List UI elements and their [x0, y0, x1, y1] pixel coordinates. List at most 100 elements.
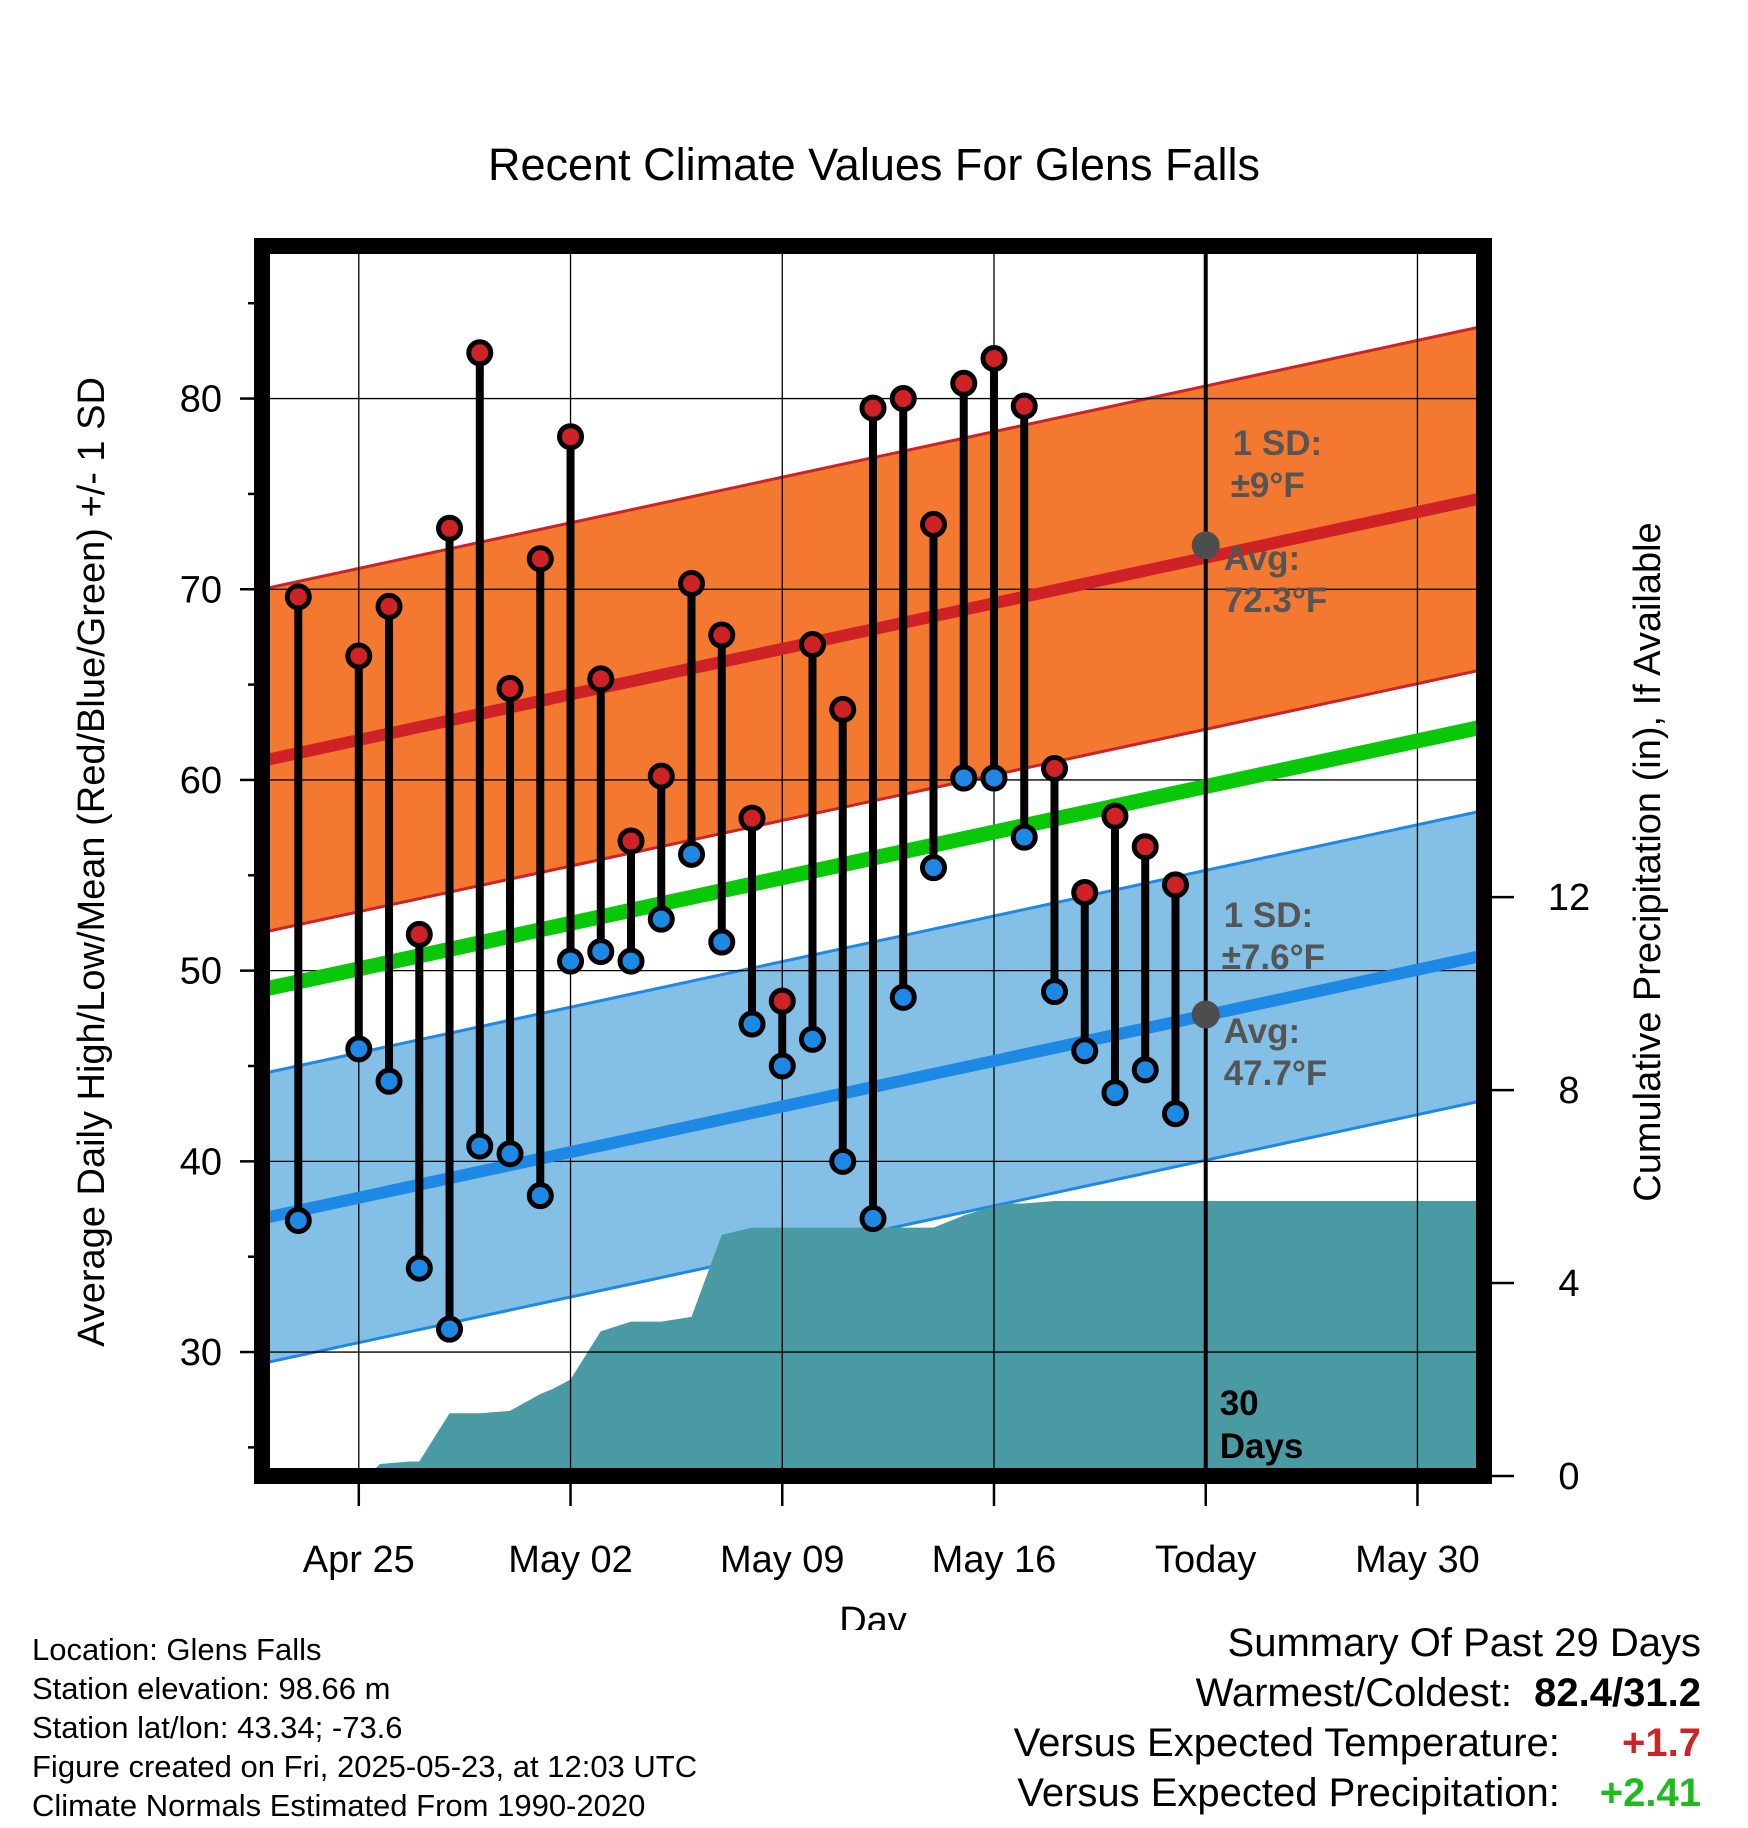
days-word-text: Days: [1220, 1427, 1304, 1466]
daily-high-marker: [708, 621, 736, 649]
daily-low-marker: [526, 1182, 554, 1210]
warmest-coldest-row: Warmest/Coldest: 82.4/31.2: [1014, 1668, 1701, 1718]
daily-high-marker: [466, 339, 494, 367]
daily-high-marker: [405, 920, 433, 948]
today-high-average-marker: [1191, 531, 1220, 560]
daily-low-marker: [919, 854, 947, 882]
y2-tick-label: 12: [1548, 877, 1590, 919]
station-info: Location: Glens Falls Station elevation:…: [32, 1630, 697, 1825]
daily-high-marker: [1131, 833, 1159, 861]
y2-tick-label: 0: [1558, 1456, 1579, 1498]
daily-low-marker: [980, 764, 1008, 792]
daily-high-marker: [284, 583, 312, 611]
created-text: Figure created on Fri, 2025-05-23, at 12…: [32, 1749, 698, 1784]
low-sd-value: ±7.6°F: [1222, 938, 1325, 977]
daily-low-marker: [1131, 1056, 1159, 1084]
high-avg-value: 72.3°F: [1224, 581, 1328, 620]
daily-low-marker: [1071, 1037, 1099, 1065]
daily-low-marker: [1101, 1079, 1129, 1107]
x-axis-label: Day: [839, 1600, 907, 1630]
daily-low-marker: [859, 1205, 887, 1233]
y-axis-label: Average Daily High/Low/Mean (Red/Blue/Gr…: [71, 377, 113, 1347]
x-tick-label: Apr 25: [303, 1539, 415, 1581]
daily-low-marker: [557, 947, 585, 975]
daily-low-marker: [375, 1067, 403, 1095]
warmest-coldest-value: 82.4/31.2: [1534, 1671, 1701, 1715]
daily-high-marker: [496, 674, 524, 702]
low-sd-label: 1 SD:: [1224, 896, 1313, 935]
daily-low-marker: [950, 764, 978, 792]
precipitation-area: [262, 1201, 1484, 1476]
low-avg-value: 47.7°F: [1224, 1054, 1328, 1093]
temp-departure-row: Versus Expected Temperature: +1.7: [1014, 1718, 1701, 1768]
summary-title: Summary Of Past 29 Days: [1227, 1621, 1701, 1665]
daily-low-marker: [799, 1025, 827, 1053]
daily-low-marker: [768, 1052, 796, 1080]
daily-high-marker: [375, 592, 403, 620]
daily-low-marker: [284, 1206, 312, 1234]
warmest-coldest-label: Warmest/Coldest:: [1195, 1671, 1512, 1715]
days-count-text: 30: [1220, 1384, 1259, 1423]
low-avg-label: Avg:: [1224, 1012, 1300, 1051]
x-tick-label: May 30: [1355, 1539, 1480, 1581]
chart-title: Recent Climate Values For Glens Falls: [488, 139, 1260, 190]
daily-high-marker: [738, 804, 766, 832]
daily-low-marker: [1040, 978, 1068, 1006]
y-tick-label: 40: [180, 1141, 222, 1183]
daily-high-marker: [1071, 878, 1099, 906]
precip-departure-value: +2.41: [1599, 1771, 1701, 1815]
daily-low-marker: [436, 1315, 464, 1343]
today-low-average-marker: [1191, 1000, 1220, 1029]
high-avg-label: Avg:: [1224, 539, 1300, 578]
y-tick-label: 70: [180, 569, 222, 611]
latlon-text: Station lat/lon: 43.34; -73.6: [32, 1710, 403, 1745]
x-tick-label: May 09: [720, 1539, 845, 1581]
daily-low-marker: [647, 905, 675, 933]
daily-low-marker: [587, 938, 615, 966]
daily-high-marker: [919, 510, 947, 538]
daily-high-marker: [678, 570, 706, 598]
daily-high-marker: [647, 762, 675, 790]
daily-high-marker: [1010, 392, 1038, 420]
daily-low-marker: [738, 1010, 766, 1038]
high-sd-value: ±9°F: [1231, 466, 1305, 505]
location-text: Location: Glens Falls: [32, 1632, 322, 1667]
x-tick-label: May 02: [508, 1539, 633, 1581]
temp-departure-value: +1.7: [1622, 1721, 1701, 1765]
daily-low-marker: [405, 1254, 433, 1282]
daily-high-marker: [557, 423, 585, 451]
daily-low-marker: [617, 947, 645, 975]
precip-departure-label: Versus Expected Precipitation:: [1017, 1771, 1560, 1815]
daily-high-marker: [345, 642, 373, 670]
high-sd-label: 1 SD:: [1233, 424, 1322, 463]
y2-tick-label: 8: [1558, 1070, 1579, 1112]
x-tick-label: May 16: [932, 1539, 1057, 1581]
y2-axis-label: Cumulative Precipitation (in), If Availa…: [1627, 522, 1669, 1201]
daily-high-marker: [950, 369, 978, 397]
daily-high-marker: [980, 345, 1008, 373]
daily-low-marker: [678, 840, 706, 868]
daily-high-marker: [799, 631, 827, 659]
daily-high-marker: [587, 665, 615, 693]
y2-tick-label: 4: [1558, 1263, 1579, 1305]
y-tick-label: 30: [180, 1332, 222, 1374]
daily-low-marker: [829, 1147, 857, 1175]
daily-high-marker: [1040, 755, 1068, 783]
normals-text: Climate Normals Estimated From 1990-2020: [32, 1788, 646, 1823]
daily-high-marker: [1161, 871, 1189, 899]
daily-low-marker: [466, 1132, 494, 1160]
temp-departure-label: Versus Expected Temperature:: [1013, 1721, 1560, 1765]
elevation-text: Station elevation: 98.66 m: [32, 1671, 391, 1706]
daily-low-marker: [496, 1140, 524, 1168]
climate-chart: Recent Climate Values For Glens Falls 1 …: [71, 139, 1669, 1630]
daily-high-marker: [889, 385, 917, 413]
daily-high-marker: [526, 545, 554, 573]
daily-low-marker: [889, 983, 917, 1011]
x-tick-label: Today: [1155, 1539, 1256, 1581]
plot-frame: [254, 238, 1492, 1484]
daily-high-marker: [768, 987, 796, 1015]
precip-departure-row: Versus Expected Precipitation: +2.41: [1014, 1768, 1701, 1818]
y-tick-label: 50: [180, 951, 222, 993]
